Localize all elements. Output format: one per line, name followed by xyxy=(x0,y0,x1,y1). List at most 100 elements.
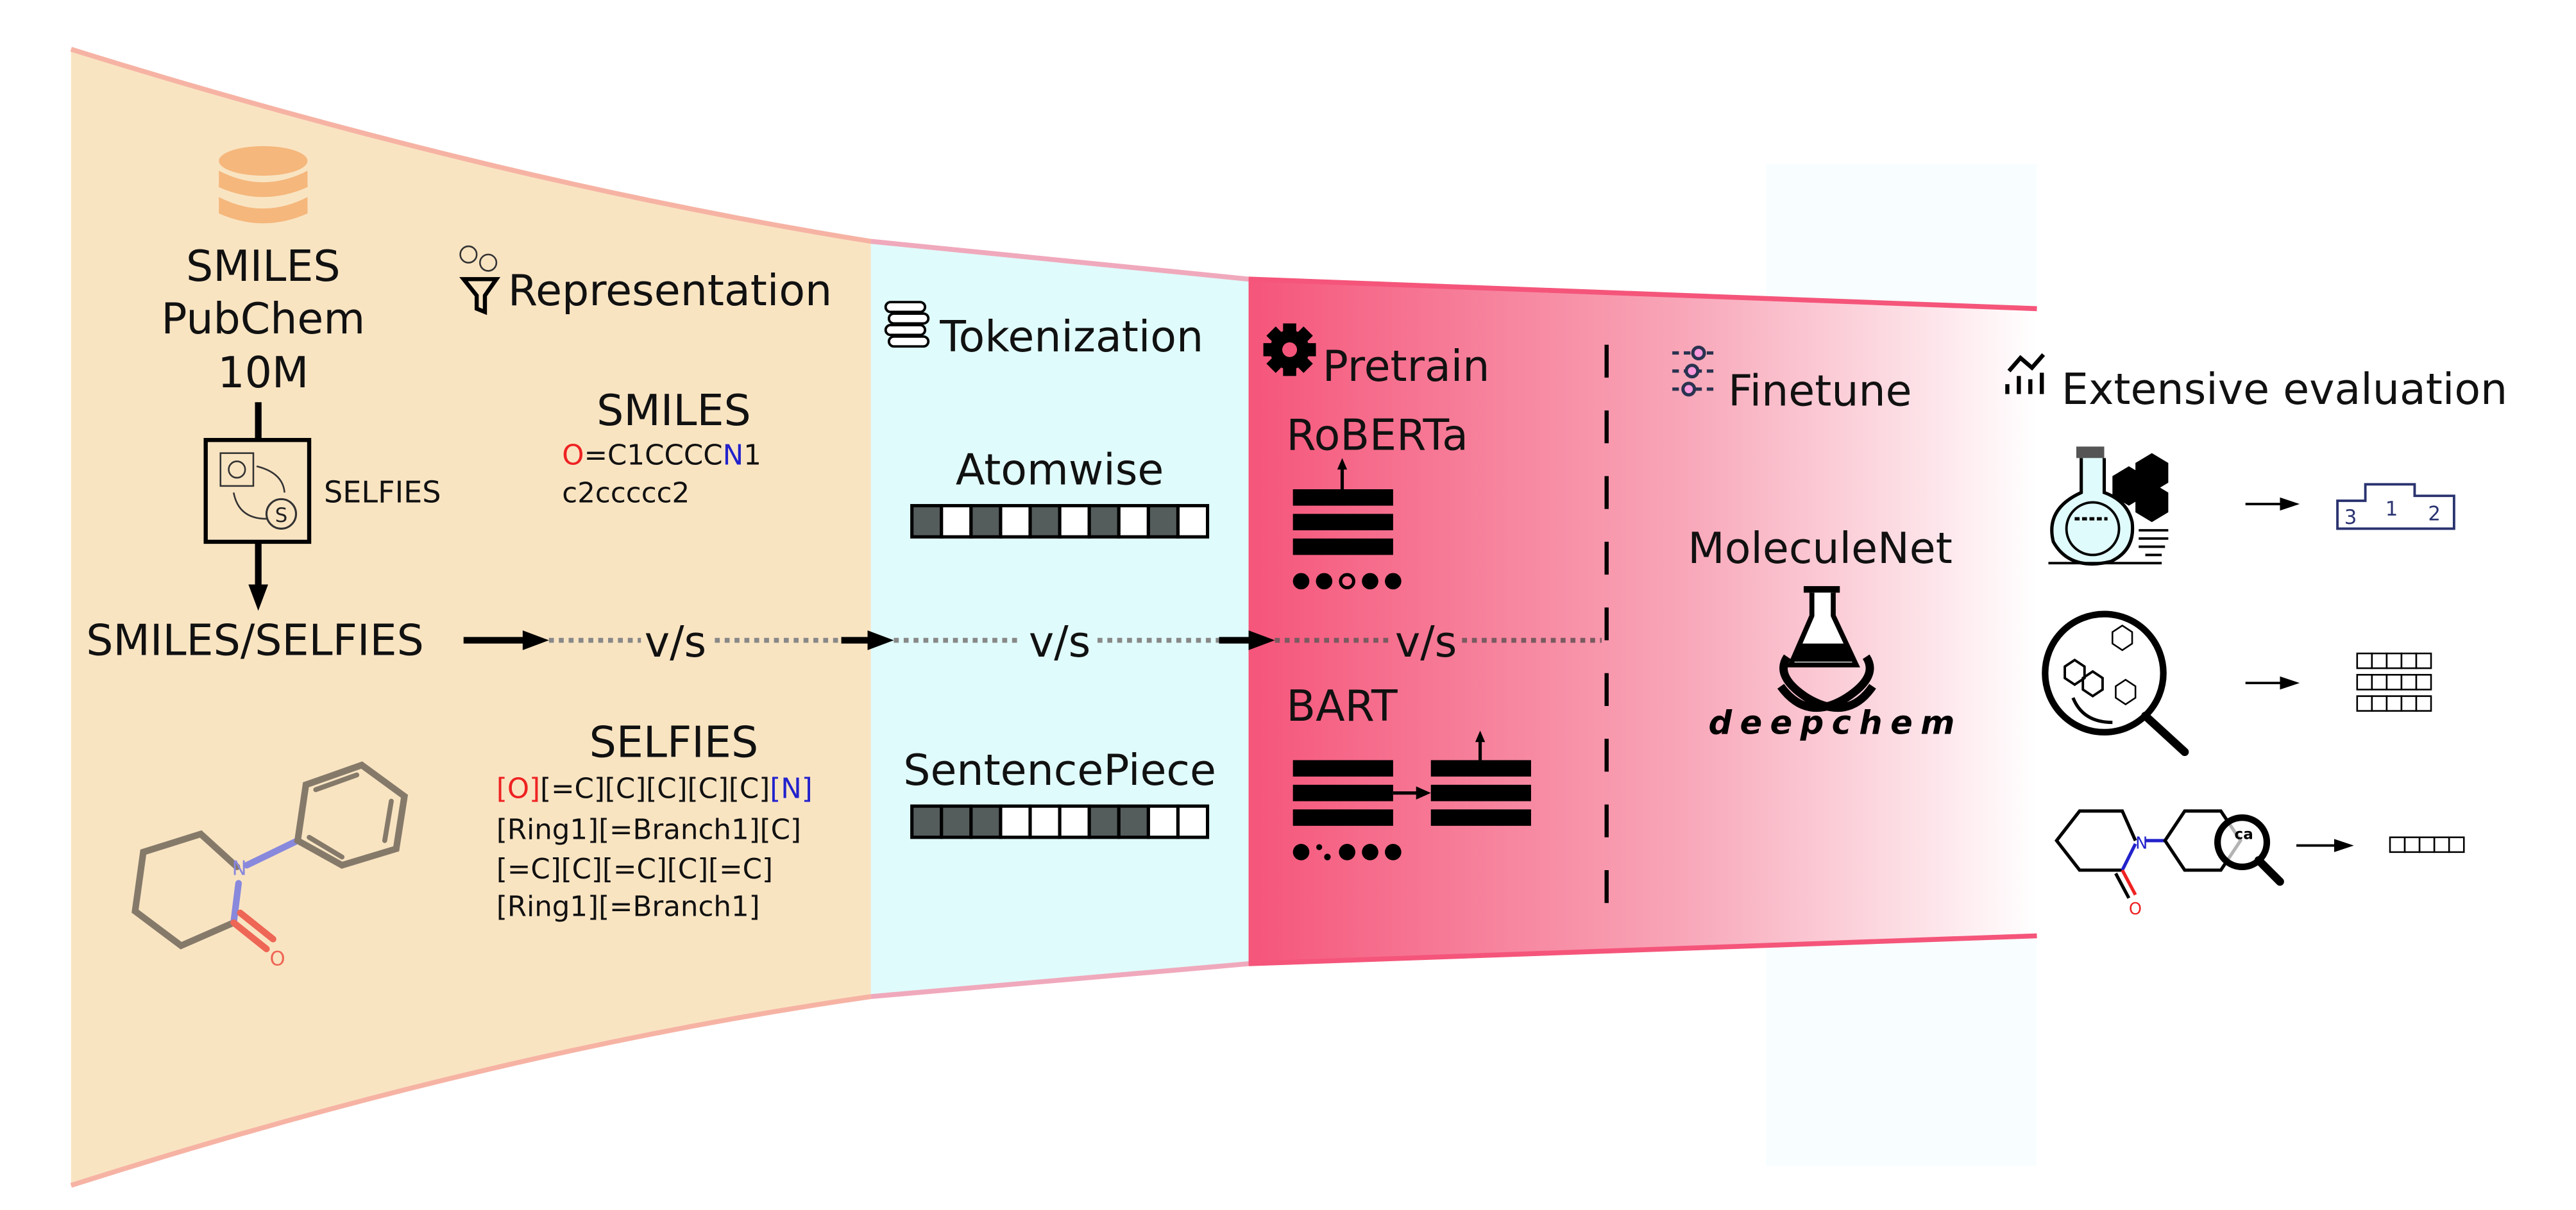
token-cell xyxy=(1176,504,1210,539)
selfies-title: SELFIES xyxy=(589,717,759,767)
token-cell xyxy=(969,504,1003,539)
token-cell xyxy=(2400,674,2418,691)
magnifier-molecules-icon xyxy=(2042,610,2189,757)
smiles-title: SMILES xyxy=(597,385,751,435)
arrowhead xyxy=(2334,839,2354,852)
smiles-string-line-2: c2ccccc2 xyxy=(562,477,690,509)
token-cell xyxy=(1176,804,1210,839)
token-cell xyxy=(2385,652,2403,669)
token-cell xyxy=(940,504,973,539)
roberta-label: RoBERTa xyxy=(1286,410,1468,460)
bart-label: BART xyxy=(1286,681,1398,731)
podium-icon: 3 1 2 xyxy=(2336,483,2455,530)
token-cell xyxy=(2448,836,2465,853)
token-cell xyxy=(2356,652,2373,669)
token-cell xyxy=(2385,674,2403,691)
arrowhead xyxy=(2280,676,2300,690)
token-cell xyxy=(2371,695,2388,712)
source-line-3: 10M xyxy=(217,348,309,398)
smiles-string-line-1: O=C1CCCCN1 xyxy=(562,440,761,472)
tokenization-band-edge xyxy=(870,239,1249,999)
token-cell xyxy=(1117,504,1150,539)
svg-text:2: 2 xyxy=(2428,503,2441,526)
sentencepiece-token-bar xyxy=(910,804,1210,839)
molecule-probe-oxygen: O xyxy=(2129,900,2142,919)
token-cell xyxy=(2415,652,2432,669)
source-line-2: PubChem xyxy=(161,294,365,344)
token-cell xyxy=(2415,695,2432,712)
vs-pretrain: v/s xyxy=(1395,617,1457,667)
token-cell xyxy=(2418,836,2436,853)
coins-icon xyxy=(884,301,930,348)
token-cell xyxy=(2403,836,2421,853)
funnel-icon xyxy=(459,245,501,315)
svg-text:1: 1 xyxy=(2385,498,2398,521)
molecule-nitrogen: N xyxy=(232,857,247,880)
token-cell xyxy=(1146,804,1180,839)
molecule-oxygen: O xyxy=(270,948,285,971)
chart-icon xyxy=(2005,353,2046,394)
comparison-flow xyxy=(463,630,1602,650)
result-vector-icon xyxy=(2389,836,2465,853)
moleculenet-label: MoleculeNet xyxy=(1688,523,1953,573)
token-cell xyxy=(2356,695,2373,712)
token-cell xyxy=(1117,804,1150,839)
svg-text:3: 3 xyxy=(2344,506,2357,529)
arrowhead xyxy=(248,584,269,611)
arrowhead xyxy=(2280,497,2300,511)
selfies-string-line-2: [Ring1][=Branch1][C] xyxy=(496,814,801,846)
combined-representation-label: SMILES/SELFIES xyxy=(86,616,424,666)
sliders-icon xyxy=(1672,345,1715,397)
representation-band xyxy=(71,49,871,1186)
token-cell xyxy=(1058,804,1091,839)
token-cell xyxy=(940,804,973,839)
converter-label: SELFIES xyxy=(324,475,441,509)
selfies-string-line-4: [Ring1][=Branch1] xyxy=(496,891,760,923)
vs-tokenization: v/s xyxy=(1029,617,1090,667)
token-cell xyxy=(2356,674,2373,691)
token-cell xyxy=(2400,652,2418,669)
token-cell xyxy=(969,804,1003,839)
token-cell xyxy=(2371,674,2388,691)
evaluation-title: Extensive evaluation xyxy=(2062,364,2507,414)
representation-title: Representation xyxy=(508,265,832,315)
token-cell xyxy=(1146,504,1180,539)
svg-text:S: S xyxy=(275,504,288,527)
token-cell xyxy=(2371,652,2388,669)
result-table-icon xyxy=(2356,652,2432,712)
selfies-string-line-3: [=C][C][=C][C][=C] xyxy=(496,853,773,886)
bart-encoder-decoder-icon xyxy=(1292,730,1531,861)
token-cell xyxy=(999,504,1032,539)
probe-label: ca xyxy=(2235,826,2253,843)
pretrain-band-edge xyxy=(1248,276,2037,966)
molecule-probe-nitrogen: N xyxy=(2135,834,2148,853)
flask-benchmark-icon xyxy=(2048,446,2169,566)
molecule-drawing xyxy=(131,761,409,953)
token-cell xyxy=(2385,695,2403,712)
token-cell xyxy=(910,804,944,839)
database-icon xyxy=(219,146,308,224)
token-cell xyxy=(2415,674,2432,691)
finetune-title: Finetune xyxy=(1728,366,1911,416)
tokenization-title: Tokenization xyxy=(939,312,1203,362)
atomwise-token-bar xyxy=(910,504,1210,539)
source-line-1: SMILES xyxy=(186,241,341,291)
pretrain-title: Pretrain xyxy=(1323,341,1490,391)
token-cell xyxy=(1087,804,1121,839)
vs-representation: v/s xyxy=(645,617,706,667)
gear-icon xyxy=(1263,323,1316,376)
roberta-encoder-icon xyxy=(1292,458,1402,590)
selfies-string-line-1: [O][=C][C][C][C][C][N] xyxy=(496,773,813,805)
token-cell xyxy=(2433,836,2450,853)
token-cell xyxy=(910,504,944,539)
sentencepiece-label: SentencePiece xyxy=(903,745,1216,795)
token-cell xyxy=(1028,804,1062,839)
token-cell xyxy=(1058,504,1091,539)
token-cell xyxy=(999,804,1032,839)
molecule-probe-icon xyxy=(2055,809,2284,899)
token-cell xyxy=(1087,504,1121,539)
representation-band-edge xyxy=(70,47,872,1188)
atomwise-label: Atomwise xyxy=(956,444,1164,494)
token-cell xyxy=(2400,695,2418,712)
